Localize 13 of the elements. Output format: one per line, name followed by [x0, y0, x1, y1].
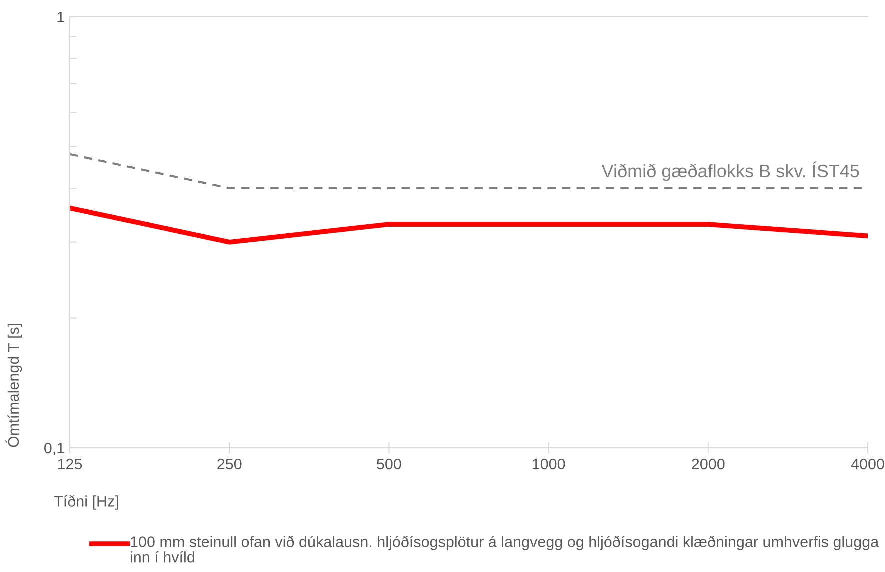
y-tick-label: 0,1 [44, 442, 64, 456]
x-tick-label: 125 [58, 458, 82, 470]
series-label: Viðmið gæðaflokks B skv. ÍST45 [602, 162, 860, 182]
line-series [70, 206, 868, 245]
x-tick-label: 2000 [692, 458, 725, 470]
x-tick-label: 250 [218, 458, 242, 470]
x-tick-label: 4000 [851, 458, 884, 470]
x-axis-title: Tíðni [Hz] [54, 495, 118, 510]
y-axis-title: Ómtímalengd T [s] [6, 324, 22, 448]
x-tick-label: 500 [377, 458, 402, 470]
x-tick-label: 1000 [532, 458, 566, 470]
legend-label: 100 mm steinull ofan við dúkalausn. hljóðísogsplötur á langvegg og hljóðísogandi klæðningar umhverfis glugga inn í hvíld [131, 536, 880, 563]
y-tick-label: 1 [58, 12, 64, 23]
